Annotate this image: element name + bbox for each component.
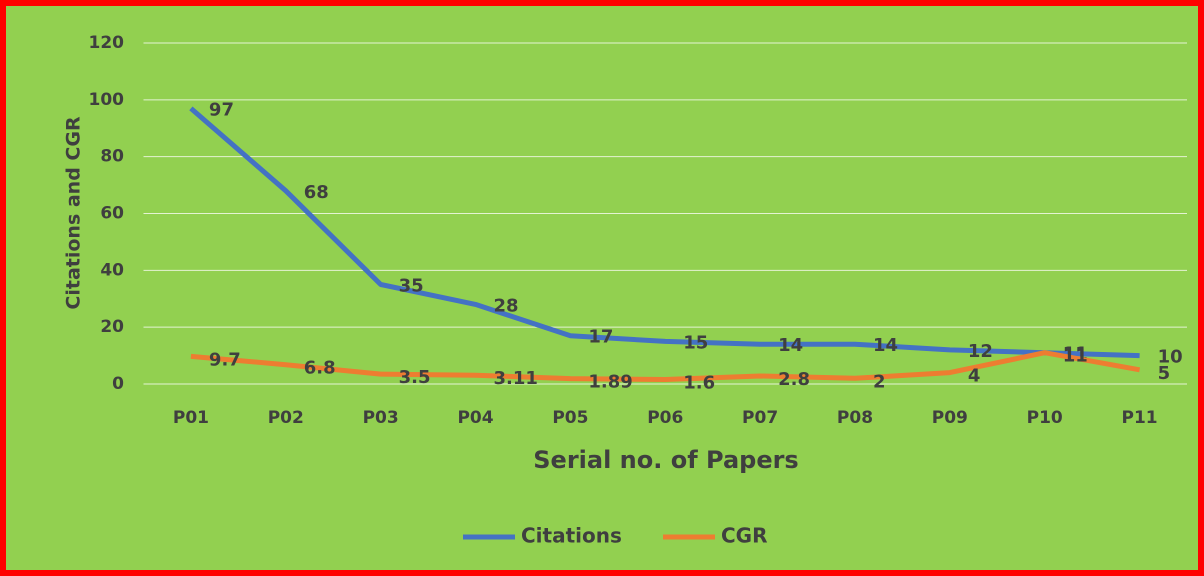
- data-label: 2.8: [778, 369, 810, 390]
- data-label: 5: [1158, 363, 1171, 384]
- data-label: 12: [968, 341, 993, 362]
- x-tick-label: P07: [742, 408, 778, 428]
- data-label: 68: [304, 182, 329, 203]
- data-label: 17: [588, 327, 613, 348]
- y-tick-label: 80: [100, 147, 124, 167]
- legend-label: Citations: [521, 524, 622, 548]
- data-label: 6.8: [304, 358, 336, 379]
- data-label: 10: [1158, 347, 1183, 368]
- y-tick-label: 100: [89, 90, 125, 110]
- data-label: 4: [968, 366, 981, 387]
- x-tick-label: P02: [268, 408, 304, 428]
- data-label: 1.6: [683, 372, 715, 393]
- x-tick-label: P11: [1122, 408, 1158, 428]
- x-tick-label: P10: [1027, 408, 1063, 428]
- y-tick-label: 40: [100, 260, 124, 280]
- x-tick-label: P08: [837, 408, 873, 428]
- data-label: 14: [873, 335, 898, 356]
- data-label: 1.89: [588, 372, 632, 393]
- x-tick-label: P04: [457, 408, 493, 428]
- data-label: 97: [209, 99, 234, 120]
- series-line: [190, 350, 1141, 382]
- data-label: 2: [873, 371, 886, 392]
- y-tick-label: 120: [89, 33, 125, 53]
- y-tick-label: 60: [100, 204, 124, 224]
- data-label: 28: [494, 295, 519, 316]
- x-tick-label: P06: [647, 408, 683, 428]
- series-line: [189, 106, 1140, 359]
- data-label: 15: [683, 332, 708, 353]
- data-label: 3.5: [399, 367, 431, 388]
- data-label: 11: [1063, 346, 1088, 367]
- x-tick-label: P03: [363, 408, 399, 428]
- y-tick-label: 0: [112, 374, 124, 394]
- x-tick-label: P05: [552, 408, 588, 428]
- data-label: 3.11: [494, 368, 538, 389]
- x-tick-label: P09: [932, 408, 968, 428]
- data-label: 35: [399, 276, 424, 297]
- y-axis-title: Citations and CGR: [63, 116, 85, 310]
- x-tick-label: P01: [173, 408, 209, 428]
- x-axis-title: Serial no. of Papers: [533, 446, 798, 474]
- data-label: 9.7: [209, 349, 241, 370]
- data-label: 14: [778, 335, 803, 356]
- legend-label: CGR: [721, 524, 768, 548]
- y-tick-label: 20: [100, 317, 124, 337]
